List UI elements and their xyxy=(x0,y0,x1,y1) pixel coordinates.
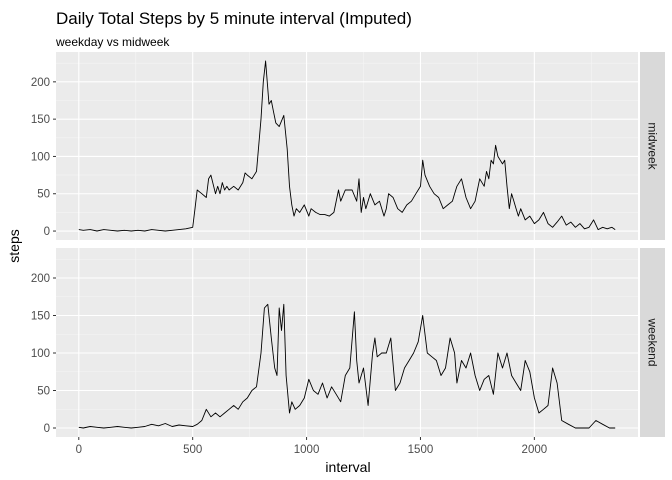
chart-subtitle: weekday vs midweek xyxy=(55,35,170,49)
panel-background xyxy=(56,248,638,437)
facet-strip xyxy=(640,248,665,437)
facet-panel-weekend: 0 50 100 150 200 weekend xyxy=(31,248,665,437)
y-tick-label: 200 xyxy=(31,273,50,285)
series-line-midweek xyxy=(78,60,616,232)
y-tick-label: 200 xyxy=(31,77,50,89)
x-axis-ticks: 0 500 1000 1500 2000 xyxy=(76,437,548,456)
facet-panel-midweek: 0 50 100 150 200 midweek xyxy=(31,52,665,240)
y-tick-label: 100 xyxy=(31,151,50,163)
y-tick-label: 150 xyxy=(31,114,50,126)
x-tick-label: 0 xyxy=(76,444,82,456)
facet-strip-label: weekend xyxy=(646,317,660,366)
x-tick-label: 2000 xyxy=(522,444,548,456)
y-tick-label: 0 xyxy=(44,423,50,435)
y-tick-label: 150 xyxy=(31,311,50,323)
chart-title: Daily Total Steps by 5 minute interval (… xyxy=(56,9,412,28)
facet-strip-label: midweek xyxy=(646,122,660,170)
y-tick-label: 50 xyxy=(37,386,50,398)
y-tick-label: 50 xyxy=(37,189,50,201)
y-tick-label: 0 xyxy=(44,226,50,238)
y-axis-title: steps xyxy=(6,229,22,262)
x-tick-label: 1500 xyxy=(408,444,434,456)
series-line-weekend xyxy=(78,303,616,429)
x-tick-label: 1000 xyxy=(294,444,320,456)
y-tick-label: 100 xyxy=(31,348,50,360)
x-axis-title: interval xyxy=(325,459,370,475)
facet-panels: 0 50 100 150 200 midweek 0 50 100 150 200 weekend xyxy=(31,52,665,437)
x-tick-label: 500 xyxy=(183,444,202,456)
facet-strip xyxy=(640,52,665,240)
panel-background xyxy=(56,52,638,240)
